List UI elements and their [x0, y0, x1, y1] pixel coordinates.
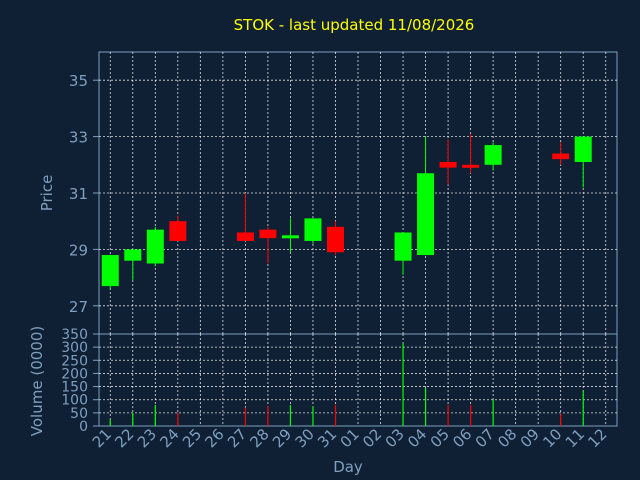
candle-22 [124, 249, 142, 281]
candle-11 [574, 136, 592, 188]
candle-07 [484, 142, 502, 171]
candle-23 [146, 226, 164, 267]
volume-tick-label: 100 [61, 393, 88, 409]
candle-10 [552, 142, 570, 165]
candlesticks [101, 133, 592, 289]
candle-body [484, 145, 502, 165]
candle-body [304, 218, 322, 241]
volume-tick-label: 250 [61, 353, 88, 369]
candle-body [146, 229, 164, 264]
volume-tick-label: 50 [70, 406, 88, 422]
candle-body [281, 235, 299, 239]
volume-tick-label: 300 [61, 340, 88, 356]
price-axis-label: Price [38, 175, 56, 212]
price-axis-ticks: 27 29 31 33 35 [69, 72, 99, 316]
candle-30 [304, 218, 322, 244]
volume-tick-label: 150 [61, 380, 88, 396]
x-axis-ticks: 2122232425262728293031010203040506070809… [89, 425, 611, 451]
candle-29 [281, 218, 299, 253]
candle-body [259, 229, 277, 239]
candle-31 [326, 221, 344, 256]
candle-body [394, 232, 412, 261]
volume-tick-label: 0 [79, 419, 88, 435]
candle-body [417, 173, 435, 256]
price-tick-label: 35 [69, 72, 88, 90]
candle-28 [259, 226, 277, 264]
candle-body [462, 164, 480, 168]
candle-body [326, 226, 344, 253]
candle-21 [101, 255, 119, 289]
chart-title: STOK - last updated 11/08/2026 [234, 16, 475, 34]
candle-body [169, 221, 187, 241]
volume-tick-label: 200 [61, 366, 88, 382]
candle-body [552, 153, 570, 160]
candle-05 [439, 139, 457, 185]
candle-body [124, 249, 142, 261]
volume-bars [109, 343, 584, 426]
volume-axis-label: Volume (0000) [28, 326, 46, 436]
candle-body [574, 136, 592, 162]
candle-27 [236, 193, 254, 241]
candle-03 [394, 232, 412, 275]
candle-body [439, 161, 457, 168]
candle-body [101, 255, 119, 287]
price-tick-label: 27 [69, 298, 88, 316]
candle-body [236, 232, 254, 241]
candle-06 [462, 133, 480, 174]
candle-04 [417, 136, 435, 256]
price-tick-label: 29 [69, 241, 88, 259]
price-tick-label: 31 [69, 185, 88, 203]
volume-tick-label: 350 [61, 327, 88, 343]
candle-24 [169, 215, 187, 241]
x-axis-label: Day [333, 458, 363, 476]
price-tick-label: 33 [69, 129, 88, 147]
